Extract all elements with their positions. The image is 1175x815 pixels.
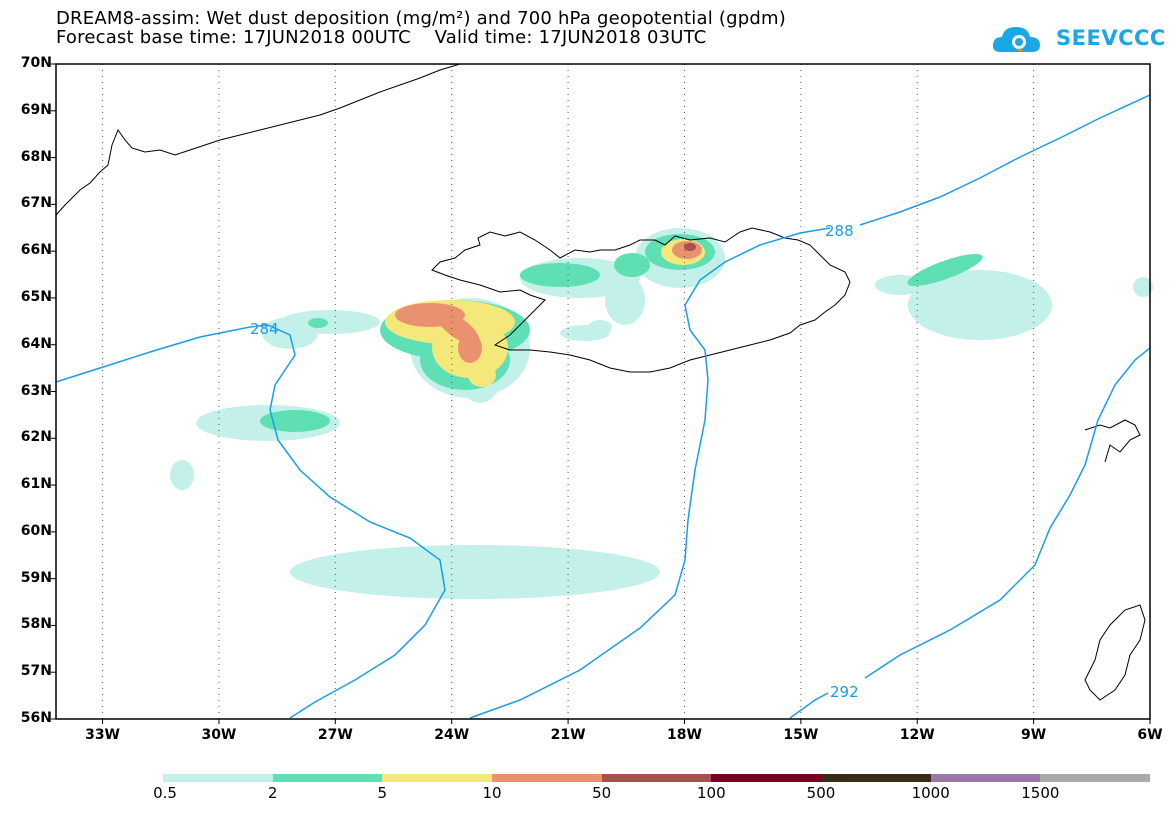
lat-label: 67N (20, 195, 52, 212)
graticule (51, 63, 1151, 724)
lat-label: 65N (20, 288, 52, 305)
lat-label: 64N (20, 335, 52, 352)
lon-label: 21W (550, 727, 586, 743)
seevccc-logo (992, 27, 1040, 52)
lon-label: 12W (899, 727, 935, 743)
colorbar-label: 5 (377, 784, 388, 802)
lon-label: 18W (666, 727, 702, 743)
lat-label: 68N (20, 148, 52, 165)
contour-label-284: 284 (250, 320, 279, 338)
cloud-icon (992, 27, 1040, 52)
colorbar-label: 2 (267, 784, 278, 802)
colorbar-segment (821, 774, 931, 782)
map-subtitle: Forecast base time: 17JUN2018 00UTC Vali… (56, 27, 707, 48)
lat-label: 58N (20, 616, 52, 633)
lon-label: 27W (317, 727, 353, 743)
lat-label: 60N (20, 522, 52, 539)
lat-label: 56N (20, 710, 52, 726)
lon-label: 9W (1021, 727, 1047, 743)
colorbar-segment (1040, 774, 1151, 782)
lon-label: 33W (85, 727, 121, 743)
lon-label: 24W (434, 727, 470, 743)
lon-label: 30W (201, 727, 237, 743)
colorbar-segment (163, 774, 273, 782)
lat-label: 59N (20, 569, 52, 586)
map-frame (55, 63, 1151, 720)
colorbar-segment (930, 774, 1041, 782)
colorbar (163, 774, 1151, 782)
colorbar-segment (711, 774, 822, 782)
contour-labels: 284 288 292 (250, 222, 859, 701)
colorbar-segment (272, 774, 383, 782)
lat-label: 57N (20, 663, 52, 680)
contour-label-288: 288 (825, 222, 854, 240)
logo-text: SEEVCCC (1056, 26, 1166, 50)
coastlines (55, 63, 1146, 701)
colorbar-label: 10 (482, 784, 502, 802)
lon-label: 15W (783, 727, 819, 743)
colorbar-label: 500 (806, 784, 836, 802)
lat-label: 61N (20, 476, 52, 493)
colorbar-label: 1000 (911, 784, 950, 802)
colorbar-label: 0.5 (153, 784, 177, 802)
lat-label: 66N (20, 242, 52, 259)
colorbar-segment (382, 774, 493, 782)
colorbar-segment (601, 774, 712, 782)
lat-label: 63N (20, 382, 52, 399)
colorbar-label: 100 (697, 784, 726, 802)
colorbar-label: 50 (592, 784, 612, 802)
dust-deposition-shading (170, 228, 1153, 599)
lat-label: 62N (20, 429, 52, 446)
lon-label: 6W (1137, 727, 1163, 743)
contour-label-292: 292 (830, 683, 859, 701)
colorbar-label: 1500 (1021, 784, 1060, 802)
map-title: DREAM8-assim: Wet dust deposition (mg/m²… (56, 8, 786, 29)
geopotential-contours (55, 94, 1151, 719)
lat-label: 69N (20, 101, 52, 118)
lat-label: 70N (20, 55, 52, 71)
colorbar-segment (492, 774, 602, 782)
